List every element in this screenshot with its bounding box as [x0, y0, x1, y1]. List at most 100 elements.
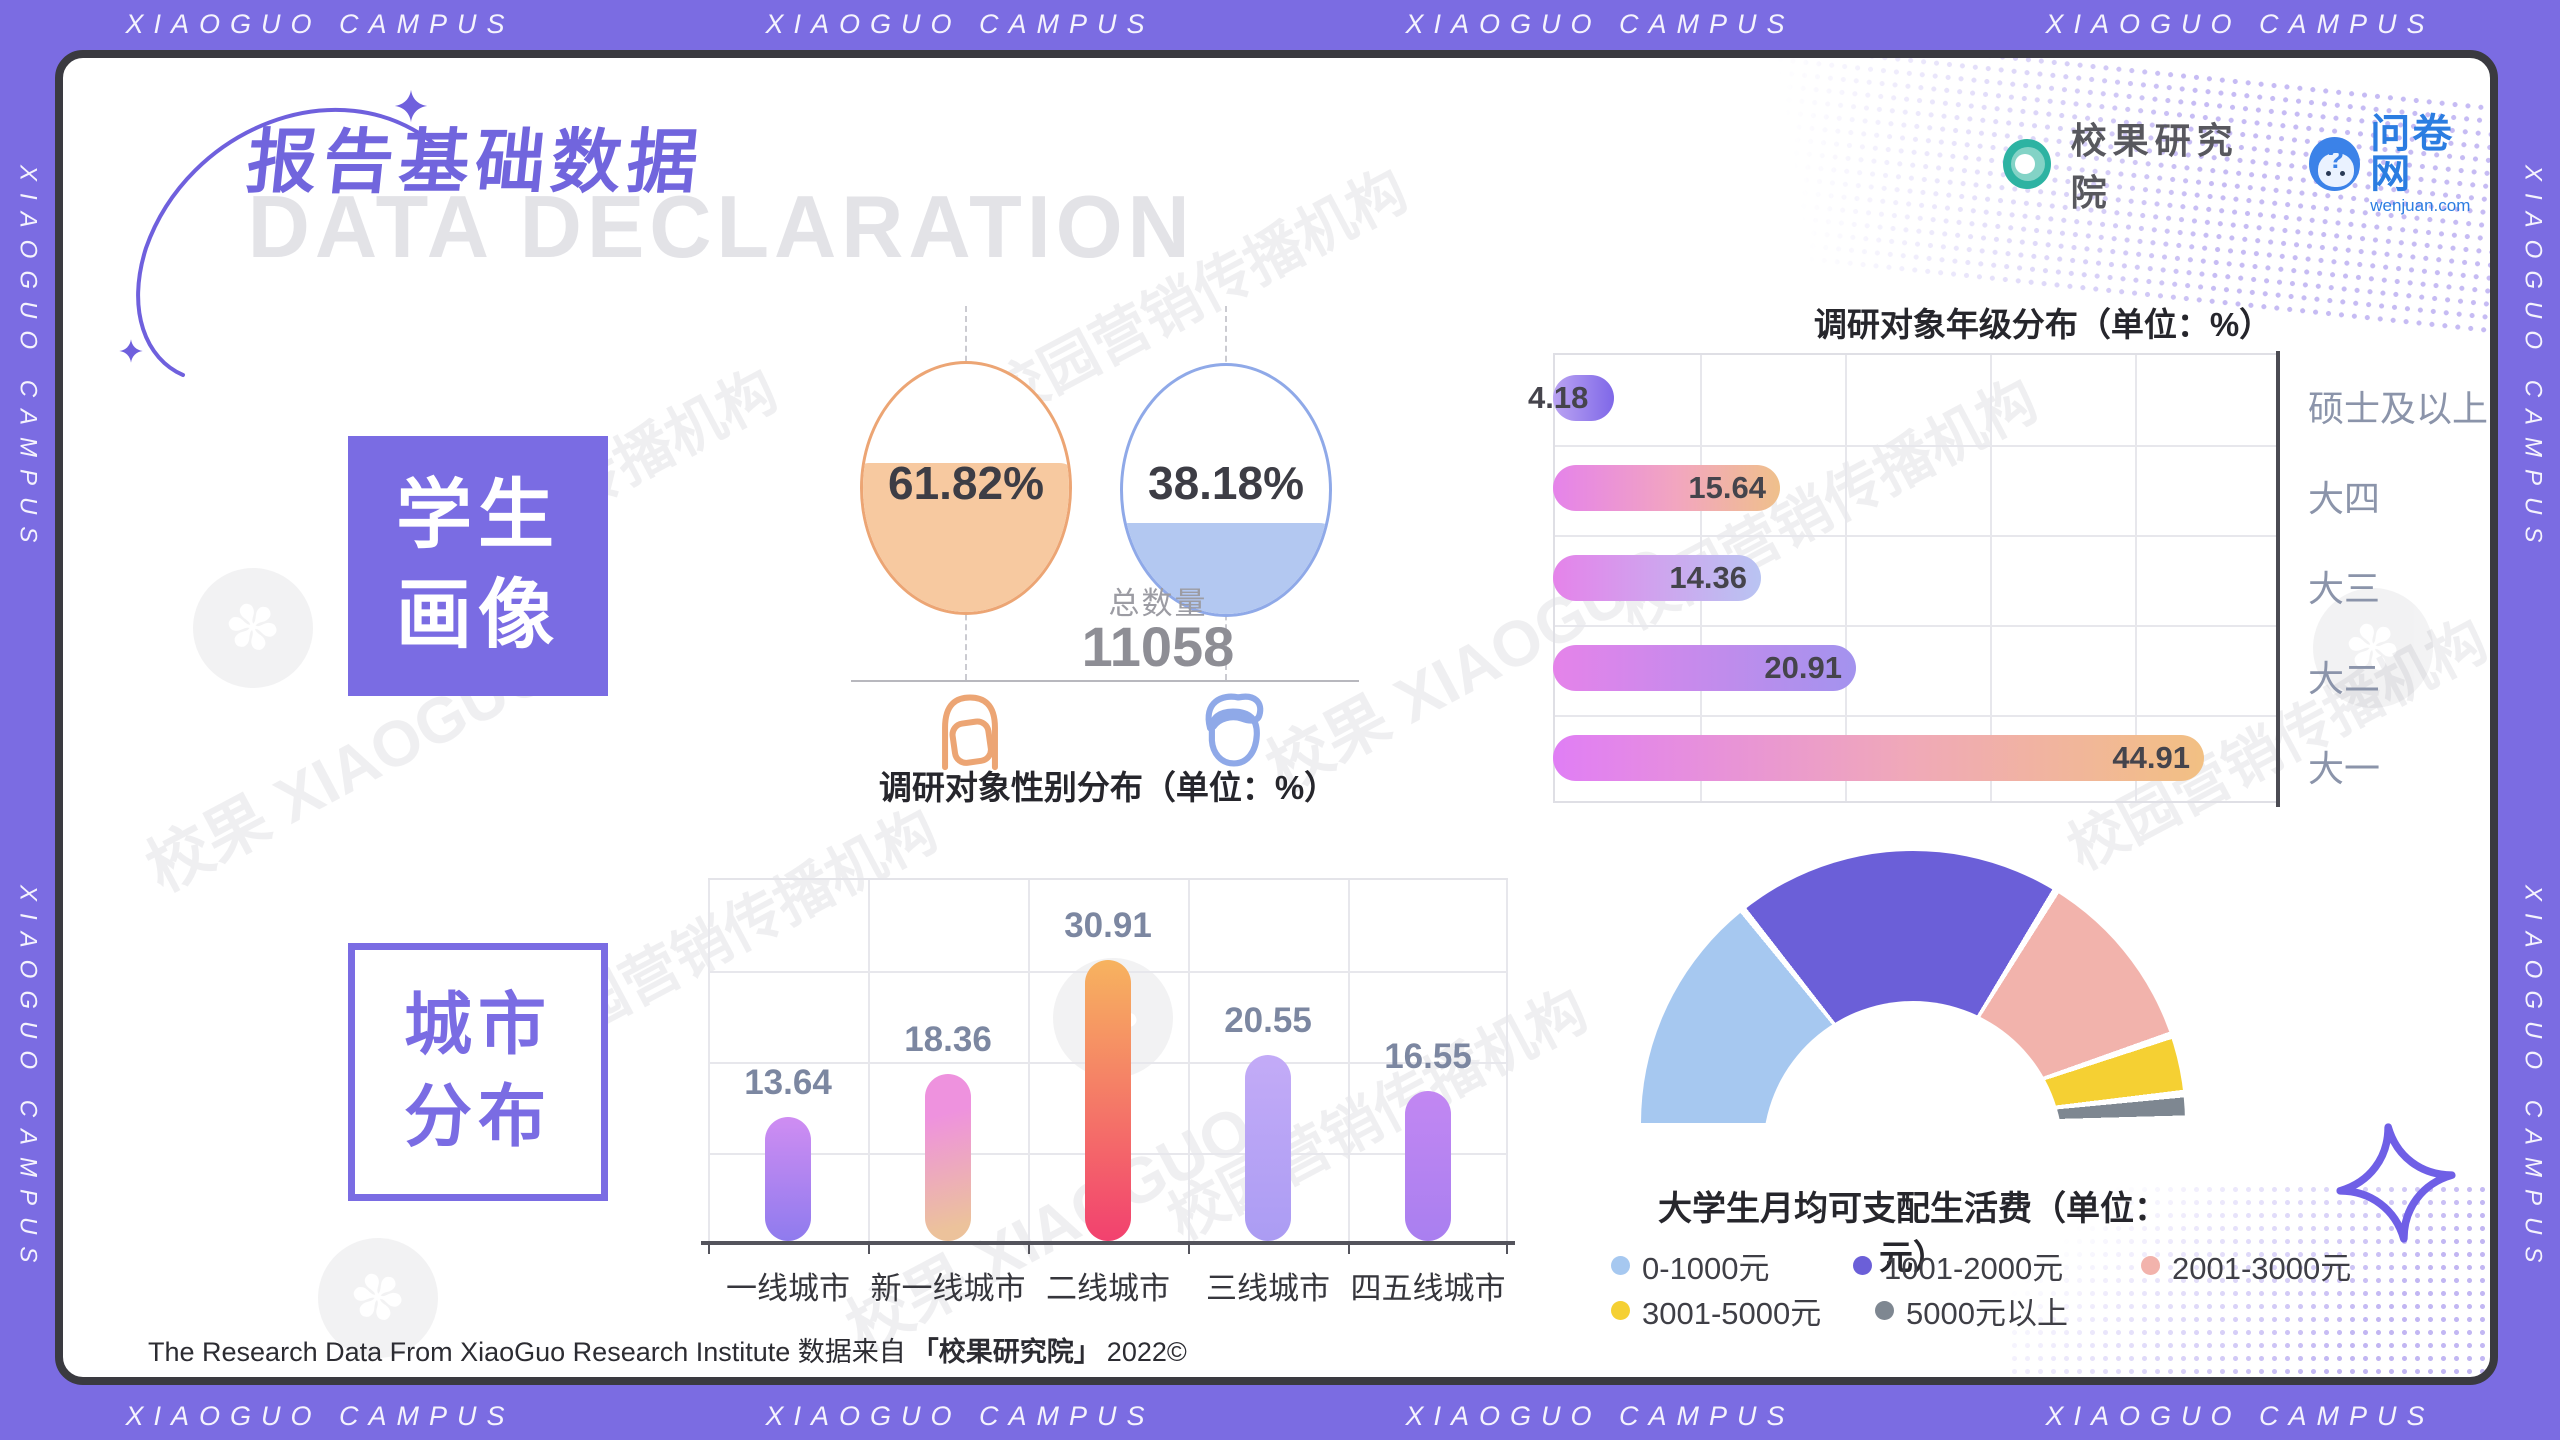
- watermark-logo: ✽: [176, 551, 330, 705]
- city-bar-value: 18.36: [904, 1020, 992, 1059]
- legend-item: 2001-3000元: [2141, 1243, 2351, 1288]
- grade-bar-master: [1553, 375, 1614, 421]
- city-bar-tier2: [1085, 960, 1131, 1241]
- gender-chart-title: 调研对象性别分布（单位：%）: [878, 769, 1338, 806]
- legend-item: 1001-2000元: [1853, 1243, 2063, 1288]
- grade-bar-sophomore: 20.91: [1553, 645, 1856, 691]
- city-category-label: 四五线城市: [1350, 1271, 1506, 1306]
- grade-bar-junior: 14.36: [1553, 555, 1761, 601]
- legend-label: 5000元以上: [1906, 1296, 2068, 1331]
- sparkle-icon: [394, 89, 428, 123]
- city-bar-group: 16.55: [1348, 878, 1508, 1241]
- section-label-line: 画像: [396, 573, 560, 658]
- axis-tick: [1188, 1245, 1190, 1254]
- grade-chart-axis: [2276, 351, 2280, 807]
- section-label-line: 城市: [403, 987, 552, 1064]
- section-label-line: 分布: [403, 1079, 552, 1155]
- xiaoguo-institute-logo-icon: [2003, 139, 2051, 189]
- city-chart-axis: [701, 1241, 1515, 1245]
- female-ratio-circle: [860, 361, 1072, 615]
- legend-label: 0-1000元: [1642, 1251, 1770, 1286]
- male-ratio-circle: [1120, 363, 1332, 617]
- axis-tick: [1348, 1245, 1350, 1254]
- frame-banner-top: XIAOGUO CAMPUS XIAOGUO CAMPUS XIAOGUO CA…: [0, 2, 2560, 46]
- city-bar-group: 13.64: [708, 878, 868, 1241]
- city-bar-new-tier1: [925, 1074, 971, 1241]
- banner-text: XIAOGUO CAMPUS: [1405, 8, 1795, 39]
- male-fill: [1123, 523, 1329, 614]
- legend-dot: [1611, 1301, 1630, 1320]
- report-card: 校园营销传播机构 校园营销传播机构 校园营销传播机构 校园营销传播机构 校园营销…: [55, 50, 2498, 1385]
- section-label-student-portrait: 学生 画像: [348, 436, 608, 696]
- banner-text: XIAOGUO CAMPUS: [14, 885, 42, 1275]
- grade-category-label: 大三: [2308, 568, 2381, 609]
- legend-item: 0-1000元: [1611, 1243, 1770, 1288]
- city-bar-tier1: [765, 1117, 811, 1241]
- legend-label: 1001-2000元: [1884, 1251, 2064, 1286]
- city-bar-group: 18.36: [868, 878, 1028, 1241]
- city-category-label: 三线城市: [1206, 1271, 1330, 1306]
- city-bar-tier3: [1245, 1055, 1291, 1241]
- section-label-city-distribution: 城市 分布: [348, 943, 608, 1201]
- expense-chart-title: 大学生月均可支配生活费（单位：元）: [1658, 1190, 2168, 1277]
- banner-text: XIAOGUO CAMPUS: [1405, 1400, 1795, 1431]
- section-label-line: 学生: [396, 472, 560, 558]
- footer-brand: 「校果研究院」: [911, 1337, 1101, 1367]
- wenjuan-logo-group: ? 问卷网 wenjuan.com: [2308, 114, 2490, 215]
- male-icon: [1205, 693, 1264, 767]
- female-icon: [942, 694, 998, 771]
- axis-tick: [1506, 1245, 1508, 1254]
- grade-chart-title: 调研对象年级分布（单位：%）: [1813, 306, 2273, 343]
- frame-banner-bottom: XIAOGUO CAMPUS XIAOGUO CAMPUS XIAOGUO CA…: [0, 1394, 2560, 1438]
- city-category-label: 新一线城市: [870, 1271, 1026, 1306]
- banner-text: XIAOGUO CAMPUS: [2045, 1400, 2435, 1431]
- wenjuan-domain: wenjuan.com: [2370, 196, 2471, 215]
- legend-item: 5000元以上: [1875, 1288, 2068, 1333]
- grade-category-label: 硕士及以上: [2308, 388, 2489, 429]
- city-bar-value: 13.64: [744, 1063, 832, 1102]
- wenjuan-mascot-icon: ?: [2308, 137, 2361, 191]
- legend-dot: [2141, 1256, 2160, 1275]
- city-bar-group: 30.91: [1028, 878, 1188, 1241]
- banner-text: XIAOGUO CAMPUS: [2519, 165, 2547, 555]
- total-count-value: 11058: [1081, 615, 1235, 678]
- frame-banner-right: XIAOGUO CAMPUS XIAOGUO CAMPUS: [2505, 0, 2560, 1440]
- city-bar-value: 30.91: [1064, 906, 1152, 945]
- city-category-label: 二线城市: [1046, 1271, 1170, 1306]
- banner-text: XIAOGUO CAMPUS: [2519, 885, 2547, 1275]
- legend-item: 3001-5000元: [1611, 1288, 1821, 1333]
- legend-dot: [1853, 1256, 1872, 1275]
- city-bar-tier45: [1405, 1091, 1451, 1241]
- banner-text: XIAOGUO CAMPUS: [2045, 8, 2435, 39]
- grade-category-label: 大四: [2308, 478, 2381, 519]
- footer-text: The Research Data From XiaoGuo Research …: [148, 1337, 906, 1367]
- sparkle-icon: [119, 339, 143, 363]
- sparkle-star-icon: [2336, 1123, 2456, 1243]
- female-percentage: 61.82%: [887, 457, 1044, 509]
- grade-category-label: 大一: [2308, 748, 2381, 789]
- banner-text: XIAOGUO CAMPUS: [765, 1400, 1155, 1431]
- grade-category-label: 大二: [2308, 658, 2381, 699]
- axis-tick: [1028, 1245, 1030, 1254]
- city-bar-value: 16.55: [1384, 1037, 1472, 1076]
- xiaoguo-institute-name: 校果研究院: [2070, 120, 2239, 213]
- frame-banner-left: XIAOGUO CAMPUS XIAOGUO CAMPUS: [0, 0, 55, 1440]
- header-logos: 校果研究院 ? 问卷网 wenjuan.com: [2003, 114, 2490, 214]
- male-percentage: 38.18%: [1147, 457, 1304, 509]
- banner-text: XIAOGUO CAMPUS: [125, 8, 515, 39]
- axis-tick: [708, 1245, 710, 1254]
- city-category-label: 一线城市: [726, 1271, 850, 1306]
- banner-text: XIAOGUO CAMPUS: [14, 165, 42, 555]
- legend-label: 3001-5000元: [1642, 1296, 1822, 1331]
- city-bar-group: 20.55: [1188, 878, 1348, 1241]
- city-bar-value: 20.55: [1224, 1001, 1312, 1040]
- female-fill: [863, 462, 1069, 612]
- footer-year: 2022©: [1106, 1337, 1187, 1367]
- gender-axis-line: [851, 680, 1359, 682]
- page-title: 报告基础数据: [243, 123, 708, 201]
- legend-label: 2001-3000元: [2172, 1251, 2352, 1286]
- legend-dot: [1611, 1256, 1630, 1275]
- total-count-label: 总数量: [1108, 586, 1208, 621]
- grade-bar-value: 4.18: [1528, 380, 1589, 415]
